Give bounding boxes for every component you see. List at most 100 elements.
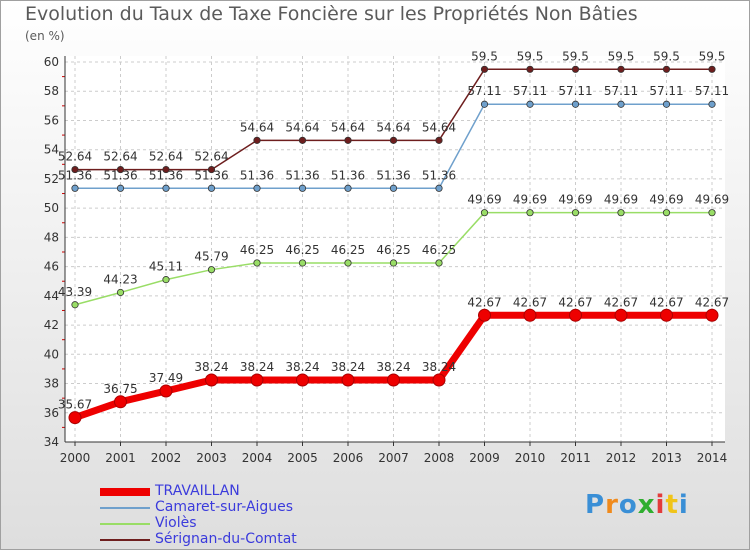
data-label: 52.64 [149,150,183,164]
legend-label: TRAVAILLAN [155,483,240,499]
data-label: 51.36 [240,168,274,182]
data-point [436,260,442,266]
data-label: 38.24 [285,360,319,374]
data-label: 59.5 [608,49,635,63]
data-label: 42.67 [558,295,592,309]
data-label: 51.36 [103,168,137,182]
data-label: 49.69 [513,193,547,207]
data-label: 57.11 [467,84,501,98]
data-label: 57.11 [604,84,638,98]
data-label: 46.25 [331,243,365,257]
data-point [160,385,172,397]
data-point [572,66,578,72]
data-label: 46.25 [376,243,410,257]
data-point [570,309,582,321]
data-point [436,137,442,143]
data-label: 51.36 [285,168,319,182]
data-point [618,209,624,215]
data-label: 57.11 [695,84,729,98]
data-label: 51.36 [331,168,365,182]
data-point [163,185,169,191]
data-label: 43.39 [58,285,92,299]
data-point [163,276,169,282]
data-point [72,185,78,191]
legend-label: Camaret-sur-Aigues [155,499,293,515]
x-tick-label: 2003 [196,451,227,465]
data-point [72,302,78,308]
data-point [527,209,533,215]
x-tick-label: 2011 [560,451,591,465]
data-point [524,309,536,321]
data-point [709,66,715,72]
data-point [433,374,445,386]
data-label: 46.25 [240,243,274,257]
data-label: 57.11 [513,84,547,98]
data-point [615,309,627,321]
data-point [297,374,309,386]
y-tick-label: 44 [44,289,59,303]
data-point [345,260,351,266]
data-point [206,374,218,386]
y-tick-label: 50 [44,201,59,215]
logo-letter: o [619,490,638,520]
x-tick-label: 2008 [424,451,455,465]
data-point [663,66,669,72]
data-label: 59.5 [517,49,544,63]
data-label: 49.69 [604,193,638,207]
y-tick-label: 56 [44,113,59,127]
legend-swatch [100,523,150,525]
x-tick-label: 2012 [606,451,637,465]
data-label: 38.24 [331,360,365,374]
logo-letter: x [638,490,656,520]
data-point [299,137,305,143]
data-label: 38.24 [194,360,228,374]
data-label: 49.69 [558,193,592,207]
proxiti-logo: Proxiti [585,490,689,520]
data-point [527,66,533,72]
x-tick-label: 2002 [151,451,182,465]
data-label: 54.64 [285,120,319,134]
data-point [618,66,624,72]
data-point [115,396,127,408]
x-tick-label: 2006 [333,451,364,465]
data-label: 35.67 [58,398,92,412]
x-tick-label: 2007 [378,451,409,465]
data-label: 57.11 [649,84,683,98]
data-label: 49.69 [695,193,729,207]
data-point [481,66,487,72]
legend-swatch [100,488,150,496]
data-label: 54.64 [376,120,410,134]
data-point [208,185,214,191]
data-label: 52.64 [194,150,228,164]
data-label: 59.5 [699,49,726,63]
logo-letter: i [656,490,666,520]
data-point [254,185,260,191]
data-label: 44.23 [103,272,137,286]
y-tick-label: 38 [44,377,59,391]
y-tick-label: 60 [44,55,59,69]
legend-label: Violès [155,515,197,531]
y-tick-label: 48 [44,230,59,244]
data-point [436,185,442,191]
data-point [345,137,351,143]
logo-letter: P [585,490,605,520]
x-tick-label: 2004 [242,451,273,465]
x-tick-label: 2014 [697,451,728,465]
x-tick-label: 2005 [287,451,318,465]
legend-label: Sérignan-du-Comtat [155,531,297,547]
data-label: 52.64 [58,150,92,164]
data-point [251,374,263,386]
line-chart: 34363840424446485052545658602000 2001 2002… [0,0,750,470]
y-tick-label: 58 [44,84,59,98]
data-label: 54.64 [422,120,456,134]
data-point [527,101,533,107]
data-label: 51.36 [149,168,183,182]
data-label: 51.36 [194,168,228,182]
data-point [69,412,81,424]
data-label: 45.11 [149,260,183,274]
legend-swatch [100,507,150,509]
data-label: 42.67 [604,295,638,309]
y-tick-label: 34 [44,435,59,449]
data-label: 42.67 [513,295,547,309]
data-point [481,101,487,107]
